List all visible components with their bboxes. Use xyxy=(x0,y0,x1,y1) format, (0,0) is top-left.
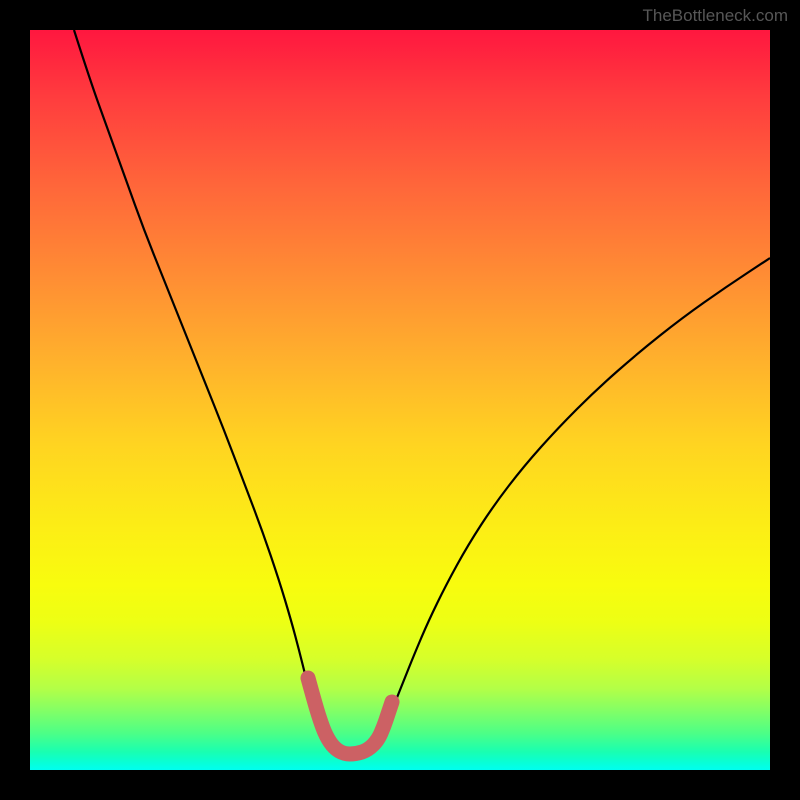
chart-container: TheBottleneck.com xyxy=(0,0,800,800)
watermark-text: TheBottleneck.com xyxy=(642,6,788,26)
highlight-dip xyxy=(308,678,392,754)
left-curve xyxy=(74,30,320,728)
right-curve xyxy=(386,258,770,728)
plot-area xyxy=(30,30,770,770)
curve-layer xyxy=(30,30,770,770)
